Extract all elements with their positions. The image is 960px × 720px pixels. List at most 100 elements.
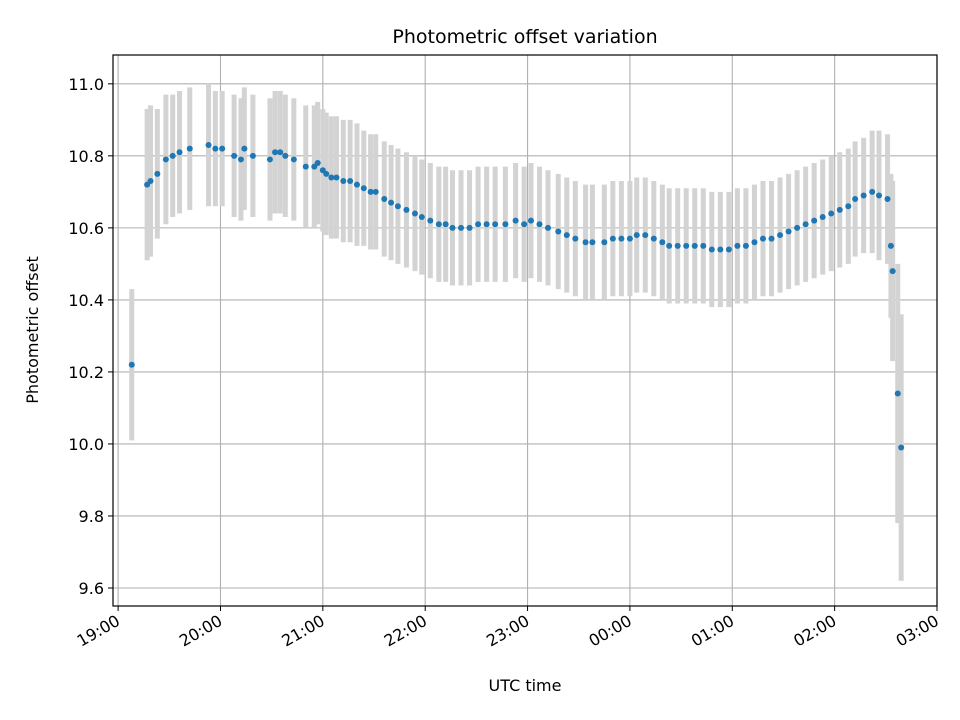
data-point bbox=[381, 196, 388, 203]
data-point bbox=[759, 235, 766, 242]
data-point bbox=[545, 224, 552, 231]
data-point bbox=[162, 156, 169, 163]
data-point bbox=[828, 210, 835, 217]
data-point bbox=[237, 156, 244, 163]
data-point bbox=[768, 235, 775, 242]
data-point bbox=[785, 228, 792, 235]
data-point bbox=[212, 145, 219, 152]
data-point bbox=[314, 160, 321, 167]
data-point bbox=[154, 170, 161, 177]
data-point bbox=[734, 242, 741, 249]
y-tick-label: 10.0 bbox=[68, 435, 104, 454]
data-point bbox=[347, 178, 354, 185]
data-point bbox=[176, 149, 183, 156]
data-point bbox=[884, 196, 891, 203]
data-point bbox=[205, 142, 212, 149]
data-point bbox=[249, 152, 256, 159]
data-point bbox=[411, 210, 418, 217]
data-point bbox=[282, 152, 289, 159]
data-point bbox=[147, 178, 154, 185]
y-tick-label: 10.2 bbox=[68, 363, 104, 382]
data-point bbox=[708, 246, 715, 253]
data-point bbox=[742, 242, 749, 249]
data-point bbox=[725, 246, 732, 253]
data-point bbox=[435, 221, 442, 228]
data-point bbox=[186, 145, 193, 152]
data-point bbox=[555, 228, 562, 235]
data-point bbox=[860, 192, 867, 199]
data-point bbox=[403, 206, 410, 213]
data-point bbox=[717, 246, 724, 253]
plot-frame bbox=[112, 54, 938, 607]
data-point bbox=[388, 199, 395, 206]
data-point bbox=[241, 145, 248, 152]
data-point bbox=[340, 178, 347, 185]
data-point bbox=[674, 242, 681, 249]
data-point bbox=[483, 221, 490, 228]
data-point bbox=[819, 214, 826, 221]
y-tick-label: 9.6 bbox=[79, 579, 104, 598]
data-point bbox=[852, 196, 859, 203]
data-point bbox=[869, 188, 876, 195]
data-point bbox=[563, 232, 570, 239]
data-point bbox=[642, 232, 649, 239]
data-point bbox=[231, 152, 238, 159]
y-axis-ticks: 9.6 9.8 10.0 10.2 10.4 10.6 10.8 11.0 bbox=[68, 75, 113, 598]
y-axis-label: Photometric offset bbox=[23, 256, 42, 404]
chart-title: Photometric offset variation bbox=[392, 26, 657, 48]
data-point bbox=[572, 235, 579, 242]
data-point bbox=[836, 206, 843, 213]
data-point bbox=[618, 235, 625, 242]
y-tick-label: 9.8 bbox=[79, 507, 104, 526]
data-point bbox=[633, 232, 640, 239]
data-point bbox=[889, 268, 896, 275]
data-point bbox=[512, 217, 519, 224]
data-point bbox=[536, 221, 543, 228]
data-point bbox=[475, 221, 482, 228]
data-point bbox=[367, 188, 374, 195]
data-point bbox=[601, 239, 608, 246]
y-tick-label: 10.4 bbox=[68, 291, 104, 310]
data-point bbox=[442, 221, 449, 228]
data-point bbox=[582, 239, 589, 246]
data-point bbox=[492, 221, 499, 228]
data-point bbox=[449, 224, 456, 231]
data-point bbox=[589, 239, 596, 246]
data-point bbox=[802, 221, 809, 228]
data-point bbox=[372, 188, 379, 195]
data-point bbox=[128, 361, 135, 368]
data-point bbox=[875, 192, 882, 199]
data-point bbox=[691, 242, 698, 249]
data-point bbox=[521, 221, 528, 228]
data-point bbox=[683, 242, 690, 249]
data-point bbox=[777, 232, 784, 239]
data-point bbox=[418, 214, 425, 221]
data-point bbox=[458, 224, 465, 231]
data-point bbox=[894, 390, 901, 397]
data-point bbox=[219, 145, 226, 152]
data-point bbox=[650, 235, 657, 242]
data-point bbox=[811, 217, 818, 224]
data-point bbox=[394, 203, 401, 210]
data-point bbox=[323, 170, 330, 177]
data-point bbox=[527, 217, 534, 224]
data-point bbox=[659, 239, 666, 246]
data-point bbox=[609, 235, 616, 242]
data-point bbox=[427, 217, 434, 224]
data-point bbox=[353, 181, 360, 188]
data-point bbox=[887, 242, 894, 249]
data-point bbox=[169, 152, 176, 159]
grid bbox=[113, 55, 938, 606]
data-point bbox=[277, 149, 284, 156]
data-point bbox=[845, 203, 852, 210]
data-point bbox=[466, 224, 473, 231]
data-point bbox=[333, 174, 340, 181]
data-point bbox=[360, 185, 367, 192]
data-point bbox=[700, 242, 707, 249]
data-points bbox=[128, 142, 905, 451]
data-point bbox=[666, 242, 673, 249]
data-point bbox=[328, 174, 335, 181]
y-tick-label: 10.6 bbox=[68, 219, 104, 238]
